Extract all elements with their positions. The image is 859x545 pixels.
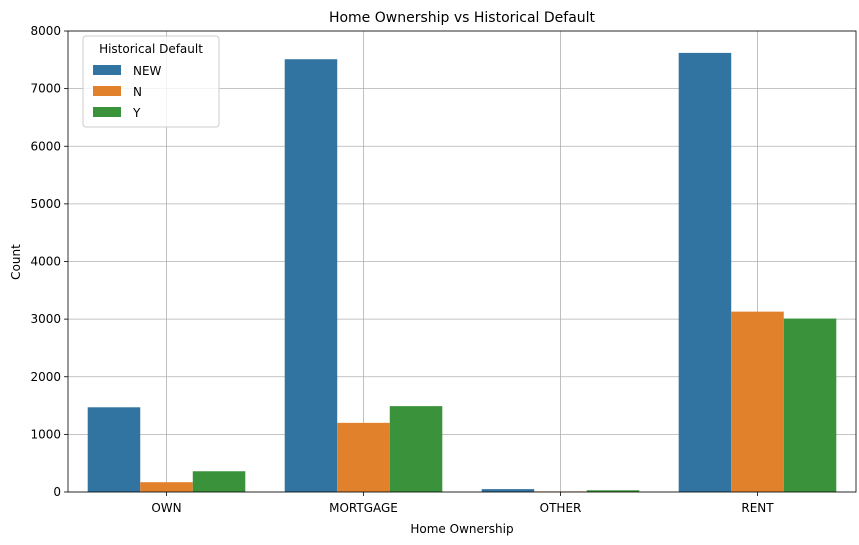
legend-swatch-n	[93, 86, 121, 96]
x-tick-label: OWN	[151, 501, 181, 515]
x-tick-label: MORTGAGE	[329, 501, 398, 515]
legend-box	[82, 35, 220, 128]
bar-new-other	[481, 489, 535, 492]
bar-y-other	[586, 490, 640, 492]
bar-new-mortgage	[284, 59, 338, 493]
legend-label-y: Y	[132, 106, 141, 120]
y-tick-label: 6000	[30, 139, 61, 153]
bar-y-own	[192, 471, 246, 492]
y-tick-label: 4000	[30, 255, 61, 269]
bar-y-rent	[783, 318, 837, 492]
legend-swatch-new	[93, 65, 121, 75]
y-tick-label: 3000	[30, 312, 61, 326]
bar-y-mortgage	[389, 406, 443, 492]
bar-n-mortgage	[337, 422, 390, 492]
chart-title: Home Ownership vs Historical Default	[329, 10, 596, 26]
bar-n-rent	[731, 311, 784, 492]
y-tick-label: 8000	[30, 24, 61, 38]
x-tick-label: RENT	[741, 501, 774, 515]
x-tick-label: OTHER	[540, 501, 582, 515]
bar-new-rent	[678, 52, 732, 493]
y-axis-label: Count	[9, 244, 23, 280]
x-axis-label: Home Ownership	[410, 522, 513, 536]
y-tick-label: 7000	[30, 82, 61, 96]
legend: Historical Default NEW NY	[82, 35, 220, 128]
x-axis: OWN MORTGAGE OTHER RENT	[151, 492, 774, 515]
bars	[87, 52, 837, 493]
bar-n-own	[140, 482, 193, 492]
legend-swatch-y	[93, 107, 121, 117]
y-tick-label: 0	[53, 485, 61, 499]
y-tick-label: 2000	[30, 370, 61, 384]
legend-label-new: NEW	[133, 64, 162, 78]
plot-area: 0 1000 2000 3000 4000 5000 6000 7000 8000 OWN MORT…	[30, 24, 857, 515]
y-tick-label: 5000	[30, 197, 61, 211]
legend-title: Historical Default	[99, 42, 203, 56]
y-tick-label: 1000	[30, 427, 61, 441]
bar-new-own	[87, 407, 141, 492]
legend-label-n: N	[133, 85, 142, 99]
y-axis: 0 1000 2000 3000 4000 5000 6000 7000 8000	[30, 24, 68, 499]
